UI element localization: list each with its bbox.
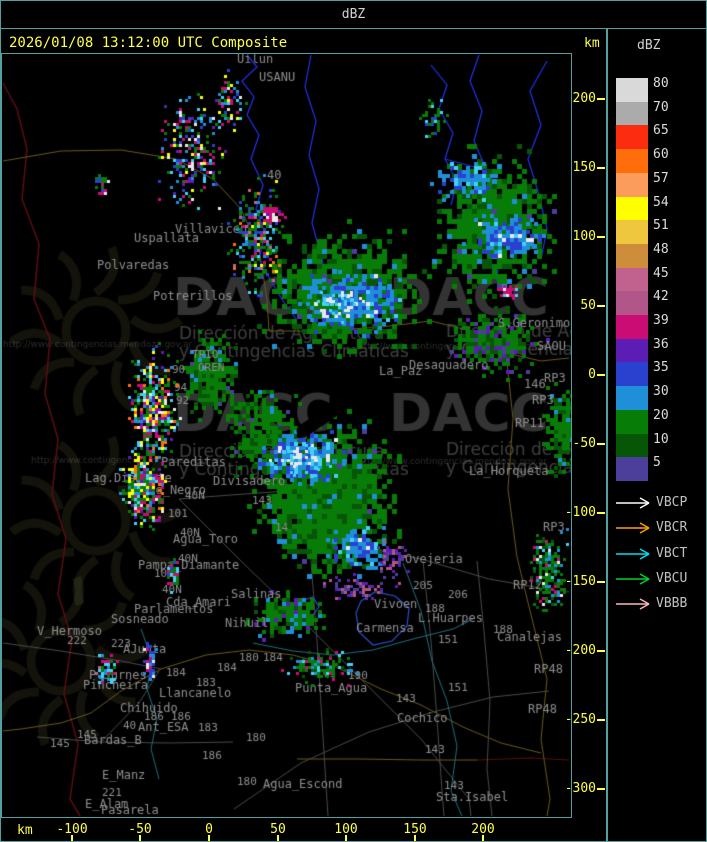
legend-arrow-icon-vbcp [616, 497, 650, 509]
right-axis-label-100: 100 [572, 229, 596, 244]
radar-map-area [1, 53, 572, 818]
scale-label-65: 65 [653, 123, 669, 138]
scale-swatch-60 [616, 149, 648, 173]
scale-swatch-10 [616, 434, 648, 457]
scale-label-36: 36 [653, 337, 669, 352]
bottom-axis-tick-50 [277, 835, 279, 841]
scale-swatch-20 [616, 410, 648, 434]
right-axis-label-50: 50 [580, 298, 596, 313]
bottom-axis-unit-label: km [17, 823, 33, 838]
bottom-axis-label--100: -100 [56, 822, 88, 837]
right-axis-label--300: -300 [564, 781, 596, 796]
scale-swatch-70 [616, 102, 648, 125]
right-axis-label--250: -250 [564, 712, 596, 727]
scale-label-51: 51 [653, 218, 669, 233]
panel-separator [606, 29, 608, 841]
scale-label-57: 57 [653, 171, 669, 186]
scale-label-48: 48 [653, 242, 669, 257]
right-axis-label--200: -200 [564, 643, 596, 658]
bottom-axis-label--50: -50 [128, 822, 152, 837]
bottom-axis-tick-100 [345, 835, 347, 841]
bottom-axis-label-50: 50 [270, 822, 286, 837]
scale-panel-title: dBZ [637, 38, 661, 53]
legend-label-vbct: VBCT [656, 545, 688, 561]
legend-label-vbcu: VBCU [656, 570, 688, 586]
legend-label-vbcr: VBCR [656, 520, 688, 536]
legend-label-vbbb: VBBB [656, 596, 688, 612]
bottom-axis-label-200: 200 [471, 822, 495, 837]
scale-swatch-35 [616, 362, 648, 386]
bottom-axis-tick--50 [139, 835, 141, 841]
scale-swatch-80 [616, 78, 648, 102]
bottom-axis-label-100: 100 [334, 822, 358, 837]
right-axis-label--150: -150 [564, 574, 596, 589]
scale-swatch-36 [616, 339, 648, 362]
scale-swatch-54 [616, 197, 648, 220]
scale-swatch-51 [616, 220, 648, 244]
right-axis-tick--300 [597, 788, 605, 790]
scale-label-54: 54 [653, 195, 669, 210]
bottom-axis-tick-200 [482, 835, 484, 841]
scale-label-70: 70 [653, 100, 669, 115]
right-axis-tick-0 [597, 374, 605, 376]
bottom-axis-label-150: 150 [403, 822, 427, 837]
scale-label-39: 39 [653, 313, 669, 328]
bottom-axis-tick-150 [414, 835, 416, 841]
right-axis-label-0: 0 [588, 367, 596, 382]
right-axis-tick--100 [597, 512, 605, 514]
scale-label-42: 42 [653, 289, 669, 304]
right-axis-tick--50 [597, 443, 605, 445]
timestamp-text: 2026/01/08 13:12:00 UTC Composite [9, 35, 288, 51]
right-axis-tick-100 [597, 236, 605, 238]
scale-swatch-5 [616, 457, 648, 481]
scale-label-80: 80 [653, 76, 669, 91]
scale-label-20: 20 [653, 408, 669, 423]
scale-swatch-45 [616, 268, 648, 291]
title-bar: dBZ [1, 1, 706, 29]
bottom-axis-tick-0 [208, 835, 210, 841]
scale-swatch-57 [616, 173, 648, 197]
scale-label-30: 30 [653, 384, 669, 399]
right-axis-label-200: 200 [572, 91, 596, 106]
legend-arrow-icon-vbcu [616, 573, 650, 585]
right-axis-tick--150 [597, 581, 605, 583]
right-axis-unit-label: km [584, 36, 600, 51]
scale-label-45: 45 [653, 266, 669, 281]
scale-label-60: 60 [653, 147, 669, 162]
right-axis-tick-50 [597, 305, 605, 307]
bottom-axis-tick--100 [71, 835, 73, 841]
right-axis-label--100: -100 [564, 505, 596, 520]
right-axis-label--50: -50 [572, 436, 596, 451]
legend-arrow-icon-vbct [616, 547, 650, 560]
scale-swatch-65 [616, 125, 648, 149]
right-axis-label-150: 150 [572, 160, 596, 175]
legend-arrow-icon-vbbb [616, 598, 650, 610]
scale-label-35: 35 [653, 360, 669, 375]
legend-arrow-icon-vbcr [616, 522, 650, 534]
scale-swatch-48 [616, 244, 648, 268]
scale-label-10: 10 [653, 432, 669, 447]
scale-swatch-42 [616, 291, 648, 315]
legend-label-vbcp: VBCP [656, 495, 688, 510]
scale-swatch-30 [616, 386, 648, 410]
window-title: dBZ [341, 7, 366, 22]
right-axis-tick-200 [597, 98, 605, 100]
bottom-axis-label-0: 0 [205, 822, 213, 837]
radar-canvas [2, 54, 571, 817]
scale-swatch-39 [616, 315, 648, 339]
right-axis-tick-150 [597, 167, 605, 169]
scale-label-5: 5 [653, 455, 661, 470]
right-axis-tick--250 [597, 719, 605, 721]
right-axis-tick--200 [597, 650, 605, 652]
